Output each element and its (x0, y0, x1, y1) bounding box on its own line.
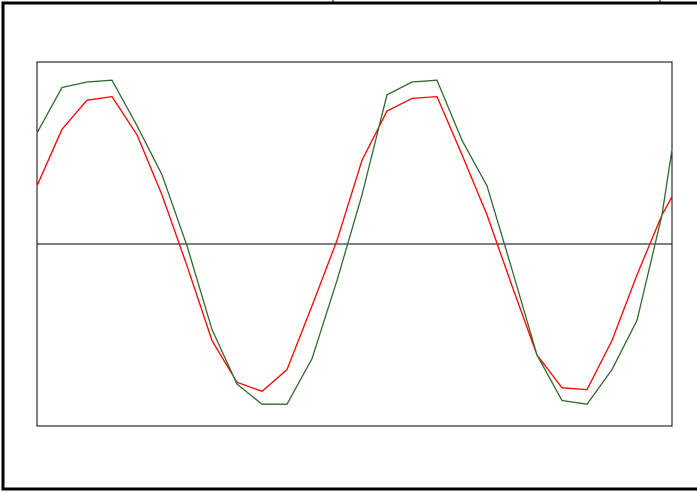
series-line (36, 95, 673, 393)
series-line (36, 79, 673, 405)
